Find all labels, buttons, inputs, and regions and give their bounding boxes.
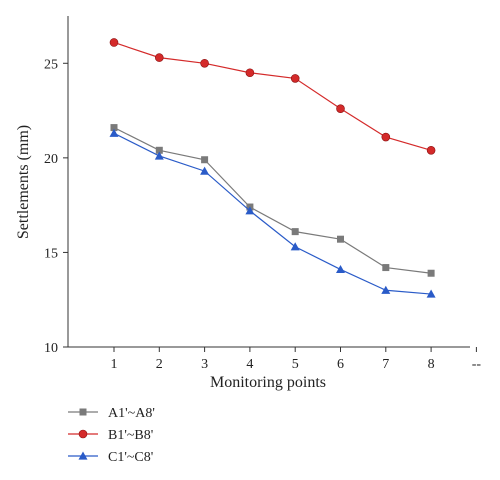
data-point-triangle (154, 151, 164, 160)
series-line (113, 41, 432, 151)
data-point-circle (155, 53, 164, 62)
series-line (113, 132, 432, 295)
legend-marker-triangle (78, 451, 88, 460)
x-tick-label: 8 (428, 357, 435, 372)
series-square (110, 124, 435, 277)
data-point-triangle (336, 264, 345, 274)
data-point-circle (336, 104, 345, 113)
data-point-square (201, 156, 209, 164)
series-triangle (109, 128, 436, 298)
data-point-square (155, 146, 163, 154)
x-tick-label: 4 (246, 357, 253, 372)
data-point-square (427, 269, 435, 277)
x-ticks: 1 2 3 4 5 6 7 8 -- (111, 347, 482, 372)
y-axis-title: Settlements (mm) (15, 125, 32, 239)
data-point-circle (109, 38, 119, 47)
x-tick-label: 3 (201, 357, 208, 372)
x-tick-label: -- (472, 357, 482, 372)
x-tick-label: 6 (337, 357, 344, 372)
data-point-triangle (200, 166, 210, 175)
data-point-square (110, 124, 118, 132)
series-circle (109, 38, 436, 155)
legend-item: A1'~A8' (68, 406, 155, 421)
x-tick-label: 5 (292, 357, 299, 372)
data-point-circle (381, 132, 391, 142)
data-point-circle (426, 145, 436, 155)
data-point-circle (290, 74, 300, 83)
x-axis-title: Monitoring points (210, 374, 326, 391)
data-point-triangle (109, 128, 119, 137)
x-tick-label: 1 (111, 357, 118, 372)
legend-marker-square (79, 408, 87, 416)
legend: A1'~A8' B1'~B8' C1'~C8' (68, 406, 155, 465)
axes (67, 16, 470, 348)
legend-label: C1'~C8' (108, 450, 153, 465)
y-ticks: 10 15 20 25 (44, 57, 68, 356)
legend-label: B1'~B8' (108, 428, 153, 443)
y-tick-label: 25 (44, 57, 58, 72)
data-point-triangle (381, 285, 391, 294)
series-layer (109, 38, 436, 298)
x-tick-label: 2 (156, 357, 163, 372)
legend-label: A1'~A8' (108, 406, 155, 421)
data-point-triangle (426, 289, 436, 298)
y-tick-label: 15 (44, 246, 58, 261)
data-point-square (337, 235, 344, 243)
series-line (113, 127, 432, 274)
data-point-square (382, 264, 390, 272)
data-point-circle (200, 58, 209, 68)
x-tick-label: 7 (382, 357, 389, 372)
data-point-triangle (290, 242, 300, 251)
data-point-triangle (245, 206, 255, 215)
legend-marker-circle (78, 429, 88, 439)
y-tick-label: 10 (44, 341, 58, 356)
data-point-circle (245, 68, 255, 78)
y-tick-label: 20 (44, 152, 58, 167)
legend-item: B1'~B8' (68, 428, 153, 443)
data-point-square (291, 228, 299, 236)
legend-item: C1'~C8' (68, 450, 153, 465)
